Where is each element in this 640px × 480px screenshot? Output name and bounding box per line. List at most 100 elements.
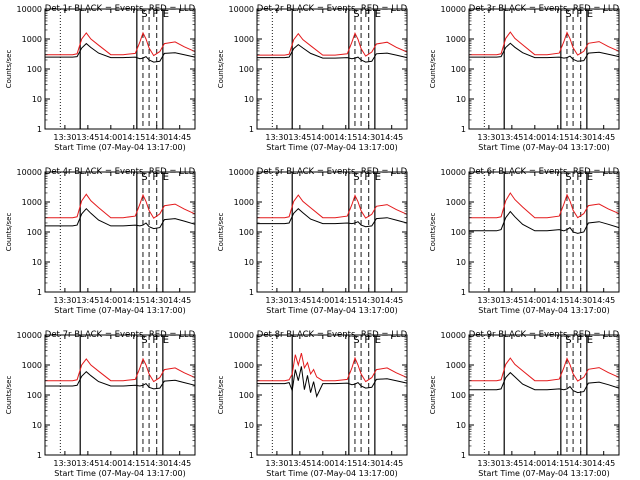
- x-axis-label: Start Time (07-May-04 13:17:00): [266, 143, 397, 152]
- x-tick-label: 14:15: [122, 459, 145, 468]
- x-tick-label: 14:30: [569, 296, 592, 305]
- plot-frame: [256, 8, 408, 130]
- x-tick-label: 14:30: [357, 459, 380, 468]
- x-axis-label: Start Time (07-May-04 13:17:00): [54, 306, 185, 315]
- y-tick-label: 100: [451, 391, 466, 400]
- x-tick-label: 14:45: [380, 296, 403, 305]
- flag-label-f: F: [152, 9, 158, 20]
- y-tick-label: 10000: [17, 168, 42, 177]
- plot-frame: [44, 171, 196, 293]
- y-tick-label: 10000: [229, 168, 254, 177]
- x-tick-label: 14:15: [334, 296, 357, 305]
- flag-label-f: F: [576, 172, 582, 183]
- x-tick-label: 14:30: [145, 133, 168, 142]
- y-axis-label: Counts/sec: [429, 376, 437, 415]
- x-tick-label: 13:30: [53, 133, 76, 142]
- flag-label-s: S: [141, 335, 147, 346]
- flag-label-f: F: [576, 9, 582, 20]
- y-tick-label: 10: [456, 258, 466, 267]
- x-tick-label: 14:15: [546, 459, 569, 468]
- panel-title: Det 7r BLACK = Events, RED = LLD: [45, 330, 196, 340]
- x-tick-label: 13:45: [76, 133, 99, 142]
- plot-frame: [468, 8, 620, 130]
- x-tick-label: 14:00: [523, 459, 546, 468]
- panel-title: Det 6r BLACK = Events, RED = LLD: [469, 167, 620, 177]
- series-events-line: [257, 208, 408, 228]
- x-tick-label: 13:45: [288, 296, 311, 305]
- panel-title: Det 3r BLACK = Events, RED = LLD: [469, 4, 620, 14]
- y-tick-label: 10: [32, 258, 42, 267]
- y-tick-label: 1: [37, 125, 42, 134]
- y-tick-label: 100: [239, 228, 254, 237]
- x-tick-label: 14:15: [122, 133, 145, 142]
- y-tick-label: 10000: [229, 5, 254, 14]
- flag-label-e: E: [375, 9, 381, 20]
- flag-label-f: F: [364, 9, 370, 20]
- y-tick-label: 1: [249, 125, 254, 134]
- y-tick-label: 10: [244, 258, 254, 267]
- x-tick-label: 14:15: [334, 459, 357, 468]
- x-tick-label: 14:00: [523, 133, 546, 142]
- x-tick-label: 14:30: [569, 459, 592, 468]
- y-tick-label: 10000: [229, 331, 254, 340]
- x-tick-label: 14:15: [546, 296, 569, 305]
- flag-label-e: E: [163, 335, 169, 346]
- series-events-line: [257, 366, 408, 398]
- series-events-line: [469, 42, 620, 62]
- series-lld-line: [469, 192, 620, 219]
- x-tick-label: 13:30: [265, 459, 288, 468]
- x-tick-label: 14:45: [168, 296, 191, 305]
- y-tick-label: 1000: [446, 35, 466, 44]
- series-lld-line: [45, 193, 196, 219]
- x-axis-label: Start Time (07-May-04 13:17:00): [478, 143, 609, 152]
- flag-label-f: F: [364, 172, 370, 183]
- y-axis-label: Counts/sec: [5, 213, 13, 252]
- flag-label-f: F: [364, 335, 370, 346]
- plot-frame: [44, 334, 196, 456]
- x-axis-label: Start Time (07-May-04 13:17:00): [478, 306, 609, 315]
- flag-label-s: S: [353, 172, 359, 183]
- y-tick-label: 1000: [22, 198, 42, 207]
- series-lld-line: [257, 194, 408, 219]
- x-tick-label: 14:00: [311, 459, 334, 468]
- y-tick-label: 10: [244, 95, 254, 104]
- flag-label-s: S: [353, 9, 359, 20]
- y-tick-label: 10: [456, 95, 466, 104]
- x-tick-label: 14:45: [592, 296, 615, 305]
- series-events-line: [257, 43, 408, 63]
- series-lld-line: [45, 31, 196, 57]
- flag-label-s: S: [141, 9, 147, 20]
- x-axis-label: Start Time (07-May-04 13:17:00): [54, 469, 185, 478]
- y-tick-label: 1000: [446, 198, 466, 207]
- x-tick-label: 14:45: [592, 133, 615, 142]
- x-tick-label: 14:00: [311, 133, 334, 142]
- y-tick-label: 10000: [441, 5, 466, 14]
- x-tick-label: 13:45: [76, 296, 99, 305]
- x-tick-label: 13:45: [500, 459, 523, 468]
- x-axis-label: Start Time (07-May-04 13:17:00): [266, 469, 397, 478]
- plot-frame: [256, 171, 408, 293]
- y-tick-label: 10000: [441, 168, 466, 177]
- x-tick-label: 13:45: [76, 459, 99, 468]
- y-tick-label: 100: [27, 391, 42, 400]
- x-axis-label: Start Time (07-May-04 13:17:00): [266, 306, 397, 315]
- y-tick-label: 1: [461, 288, 466, 297]
- y-tick-label: 1000: [22, 35, 42, 44]
- series-events-line: [45, 207, 196, 230]
- flag-label-f: F: [152, 335, 158, 346]
- y-tick-label: 10000: [17, 331, 42, 340]
- plot-frame: [256, 334, 408, 456]
- x-tick-label: 13:30: [53, 296, 76, 305]
- x-tick-label: 14:15: [122, 296, 145, 305]
- x-tick-label: 13:30: [53, 459, 76, 468]
- y-tick-label: 100: [239, 391, 254, 400]
- y-tick-label: 1: [461, 451, 466, 460]
- flag-label-s: S: [353, 335, 359, 346]
- y-tick-label: 10000: [17, 5, 42, 14]
- plot-frame: [44, 8, 196, 130]
